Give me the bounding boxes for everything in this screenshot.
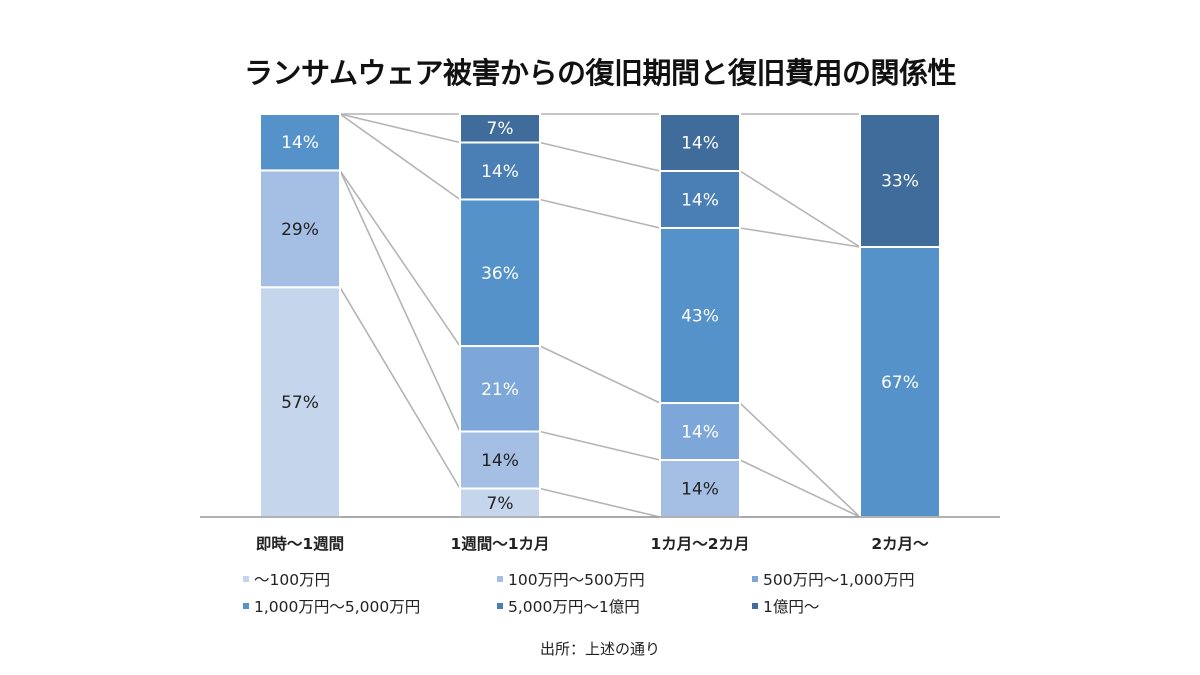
connector-line — [739, 402, 861, 518]
data-label: 14% — [681, 423, 719, 443]
data-label: 33% — [881, 171, 919, 191]
legend-swatch — [497, 603, 503, 609]
legend-item: 100万円～500万円 — [497, 568, 645, 590]
connector-line — [339, 113, 461, 201]
data-label: 14% — [681, 133, 719, 153]
data-label: 14% — [281, 133, 319, 153]
chart-title: ランサムウェア被害からの復旧期間と復旧費用の関係性 — [244, 56, 956, 90]
connector-line — [539, 487, 661, 518]
bar-segment — [659, 402, 741, 462]
legend-swatch — [752, 603, 758, 609]
bar-segment — [259, 113, 341, 172]
data-label: 67% — [881, 373, 919, 393]
data-label: 14% — [481, 451, 519, 471]
legend-swatch — [752, 576, 758, 582]
connector-line — [539, 345, 661, 404]
connector-line — [339, 170, 461, 432]
data-label: 43% — [681, 307, 719, 327]
category-label: 2カ月～ — [871, 535, 929, 553]
data-label: 36% — [481, 264, 519, 284]
legend-item: 5,000万円～1億円 — [497, 595, 640, 617]
data-label: 14% — [481, 162, 519, 182]
bar-segment — [659, 113, 741, 172]
legend-swatch — [497, 576, 503, 582]
legend-item: 1,000万円～5,000万円 — [243, 595, 420, 617]
bar-segment — [459, 430, 541, 490]
legend-label: ～100万円 — [254, 571, 331, 589]
connector-line — [539, 141, 661, 172]
connector-line — [739, 459, 861, 518]
bar-segment — [259, 286, 341, 519]
legend-label: 1億円～ — [763, 598, 820, 616]
bar-segment — [459, 141, 541, 201]
legend-swatch — [243, 603, 249, 609]
category-label: 1カ月～2カ月 — [650, 535, 749, 553]
data-label: 7% — [487, 494, 514, 514]
connector-line — [739, 227, 861, 248]
connector-line — [539, 198, 661, 229]
data-label: 14% — [681, 480, 719, 500]
legend-label: 500万円～1,000万円 — [763, 571, 915, 589]
data-label: 21% — [481, 380, 519, 400]
connector-lines — [339, 113, 861, 518]
connector-line — [339, 113, 461, 144]
connector-line — [739, 170, 861, 248]
bar-segment — [859, 245, 941, 519]
data-label: 29% — [281, 220, 319, 240]
data-label: 57% — [281, 393, 319, 413]
data-label: 14% — [681, 190, 719, 210]
connector-line — [339, 169, 461, 347]
connector-line — [339, 286, 461, 489]
bar-segment — [859, 113, 941, 248]
legend-item: ～100万円 — [243, 568, 330, 590]
source-note: 出所：上述の通り — [539, 640, 660, 658]
legend-item: 500万円～1,000万円 — [752, 568, 914, 590]
bar-segment — [459, 345, 541, 433]
bar-segment — [459, 113, 541, 144]
legend-label: 1,000万円～5,000万円 — [254, 598, 421, 616]
bar-segment — [459, 198, 541, 348]
category-label: 即時～1週間 — [256, 534, 344, 553]
legend-item: 1億円～ — [752, 595, 819, 617]
bar-segment — [259, 169, 341, 289]
bar-segment — [659, 226, 741, 405]
data-label: 7% — [487, 119, 514, 139]
legend-label: 100万円～500万円 — [508, 571, 645, 589]
legend-swatch — [243, 576, 249, 582]
category-label: 1週間～1カ月 — [450, 535, 549, 553]
legend-label: 5,000万円～1億円 — [508, 598, 640, 616]
connector-line — [539, 430, 661, 461]
